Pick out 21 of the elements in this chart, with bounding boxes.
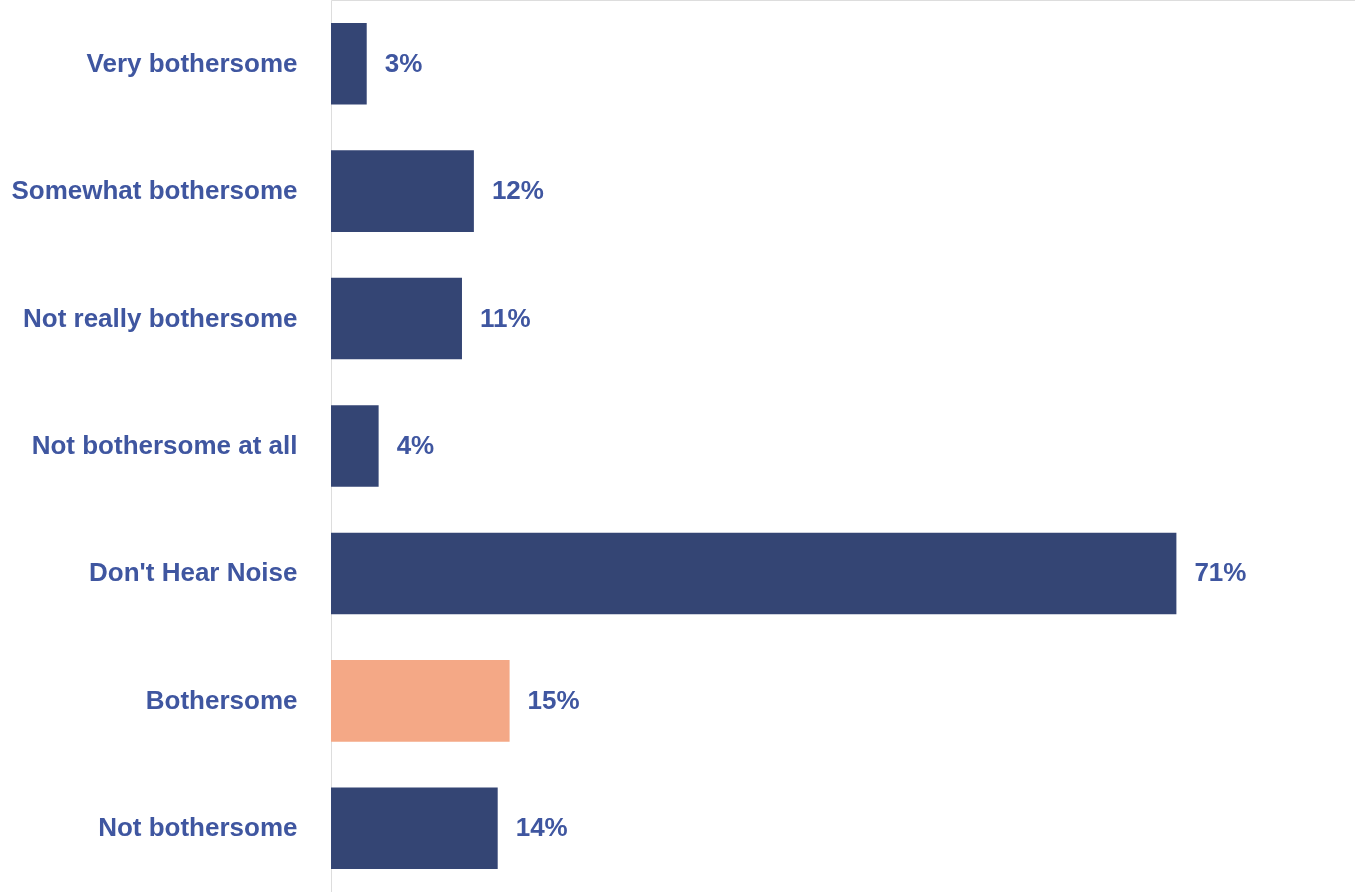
y-tick-label: Not bothersome	[98, 812, 298, 843]
bar	[331, 150, 474, 232]
bar	[331, 532, 1177, 615]
data-label: 15%	[527, 684, 580, 715]
bar	[331, 405, 379, 487]
bar	[331, 660, 510, 742]
y-tick-label: Don't Hear Noise	[89, 557, 298, 588]
bar	[331, 787, 498, 870]
y-tick-label: Bothersome	[145, 684, 298, 715]
data-label: 12%	[491, 175, 544, 206]
y-tick-label: Somewhat bothersome	[11, 175, 298, 206]
data-label: 4%	[396, 430, 435, 460]
data-label: 11%	[479, 302, 531, 333]
data-label: 71%	[1194, 557, 1247, 588]
y-tick-label: Not really bothersome	[22, 302, 298, 333]
bar	[331, 22, 367, 105]
y-tick-label: Not bothersome at all	[31, 430, 298, 460]
data-label: 14%	[515, 812, 568, 843]
y-tick-label: Very bothersome	[86, 47, 298, 78]
bar	[331, 277, 462, 360]
data-label: 3%	[384, 47, 423, 78]
